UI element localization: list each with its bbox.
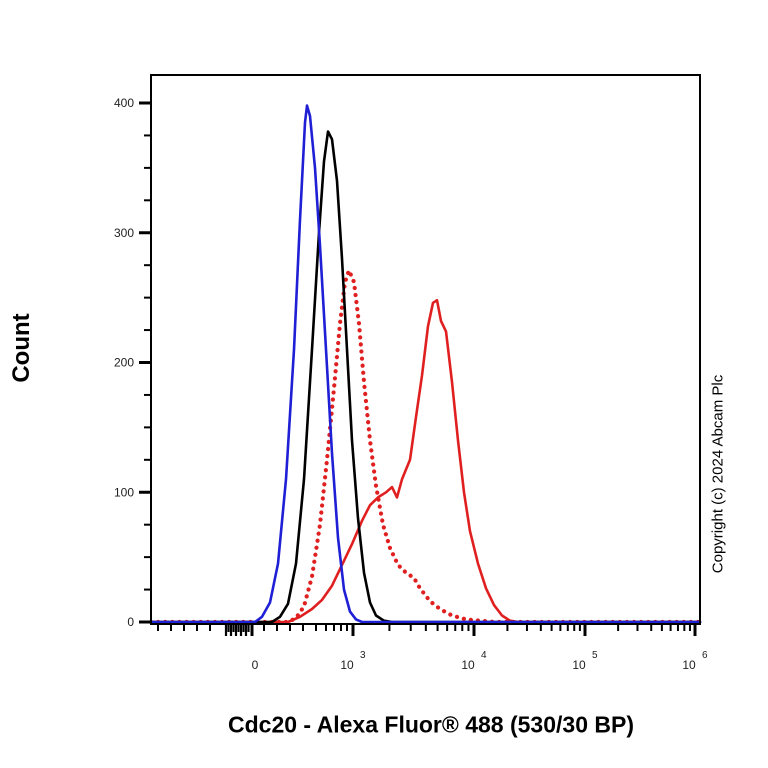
x-tick-label: 0 [252, 658, 259, 672]
blue-histogram-line [149, 104, 702, 624]
x-tick-exponent: 5 [592, 650, 598, 661]
histogram-curves [148, 104, 703, 625]
x-tick-label: 10 [572, 658, 586, 672]
x-tick-label: 10 [461, 658, 475, 672]
copyright-notice: Copyright (c) 2024 Abcam Plc [709, 374, 727, 574]
y-tick-label: 300 [114, 226, 134, 240]
x-tick-exponent: 3 [360, 650, 366, 661]
y-axis-label: Count [8, 313, 35, 383]
y-tick-label: 0 [127, 615, 134, 629]
x-axis-label: Cdc20 - Alexa Fluor® 488 (530/30 BP) [228, 711, 634, 738]
black-histogram-line [149, 130, 702, 624]
y-tick-label: 400 [114, 96, 134, 110]
x-tick-label: 10 [340, 658, 354, 672]
x-tick-exponent: 6 [702, 650, 708, 661]
x-axis: 0 10 3 10 4 10 5 10 6 [157, 624, 708, 672]
red-dotted-histogram-line [148, 268, 703, 625]
x-tick-label: 10 [682, 658, 696, 672]
red-solid-histogram-line [149, 298, 702, 624]
y-tick-label: 100 [114, 485, 134, 499]
y-tick-label: 200 [114, 356, 134, 370]
x-tick-exponent: 4 [481, 650, 487, 661]
y-axis: 0 100 200 300 400 [114, 96, 151, 629]
